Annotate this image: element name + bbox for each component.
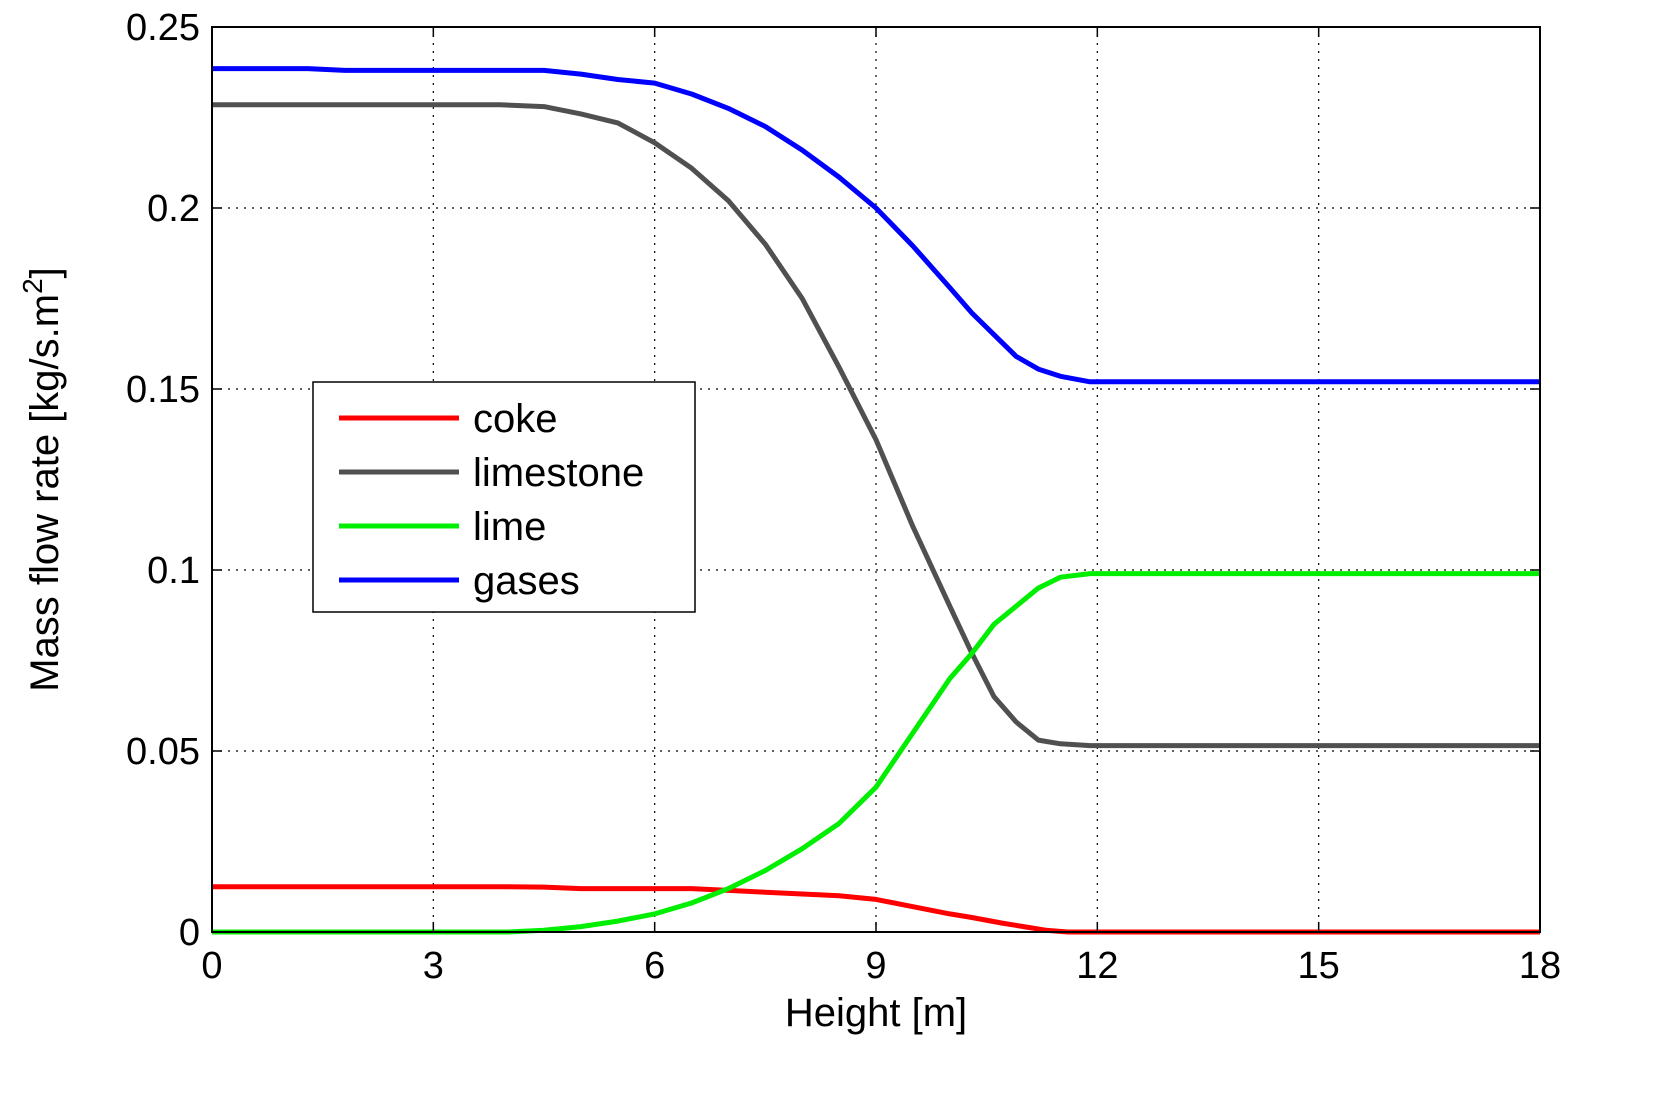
y-tick-label: 0 xyxy=(179,912,200,954)
axis-ticks: 0 3 6 9 12 15 18 0 0.05 0.1 0.15 0.2 0.25 xyxy=(126,7,1561,987)
series-line-limestone xyxy=(212,102,1540,749)
y-tick-label: 0.05 xyxy=(126,731,200,773)
x-tick-label: 6 xyxy=(644,945,665,987)
series-line-lime xyxy=(212,571,1540,935)
y-tick-label: 0.15 xyxy=(126,369,200,411)
x-axis-title: Height [m] xyxy=(785,991,967,1035)
legend: coke limestone lime gases xyxy=(312,381,696,613)
y-tick-label: 0.2 xyxy=(147,188,200,230)
y-axis-title-superscript: 2 xyxy=(17,278,48,294)
legend-label-lime: lime xyxy=(473,505,546,549)
x-tick-label: 18 xyxy=(1519,945,1561,987)
y-tick-label: 0.25 xyxy=(126,7,200,49)
x-tick-label: 15 xyxy=(1298,945,1340,987)
legend-label-coke: coke xyxy=(473,397,558,441)
x-tick-label: 3 xyxy=(423,945,444,987)
series-line-gases xyxy=(212,66,1540,385)
y-axis-title-main: Mass flow rate [kg/s.m xyxy=(23,294,67,692)
x-tick-label: 0 xyxy=(201,945,222,987)
y-tick-label: 0.1 xyxy=(147,550,200,592)
x-tick-label: 12 xyxy=(1076,945,1118,987)
y-axis-title: Mass flow rate [kg/s.m2] xyxy=(17,267,67,692)
x-tick-label: 9 xyxy=(865,945,886,987)
legend-label-limestone: limestone xyxy=(473,451,644,495)
y-axis-title-close: ] xyxy=(23,267,67,278)
legend-label-gases: gases xyxy=(473,559,580,603)
